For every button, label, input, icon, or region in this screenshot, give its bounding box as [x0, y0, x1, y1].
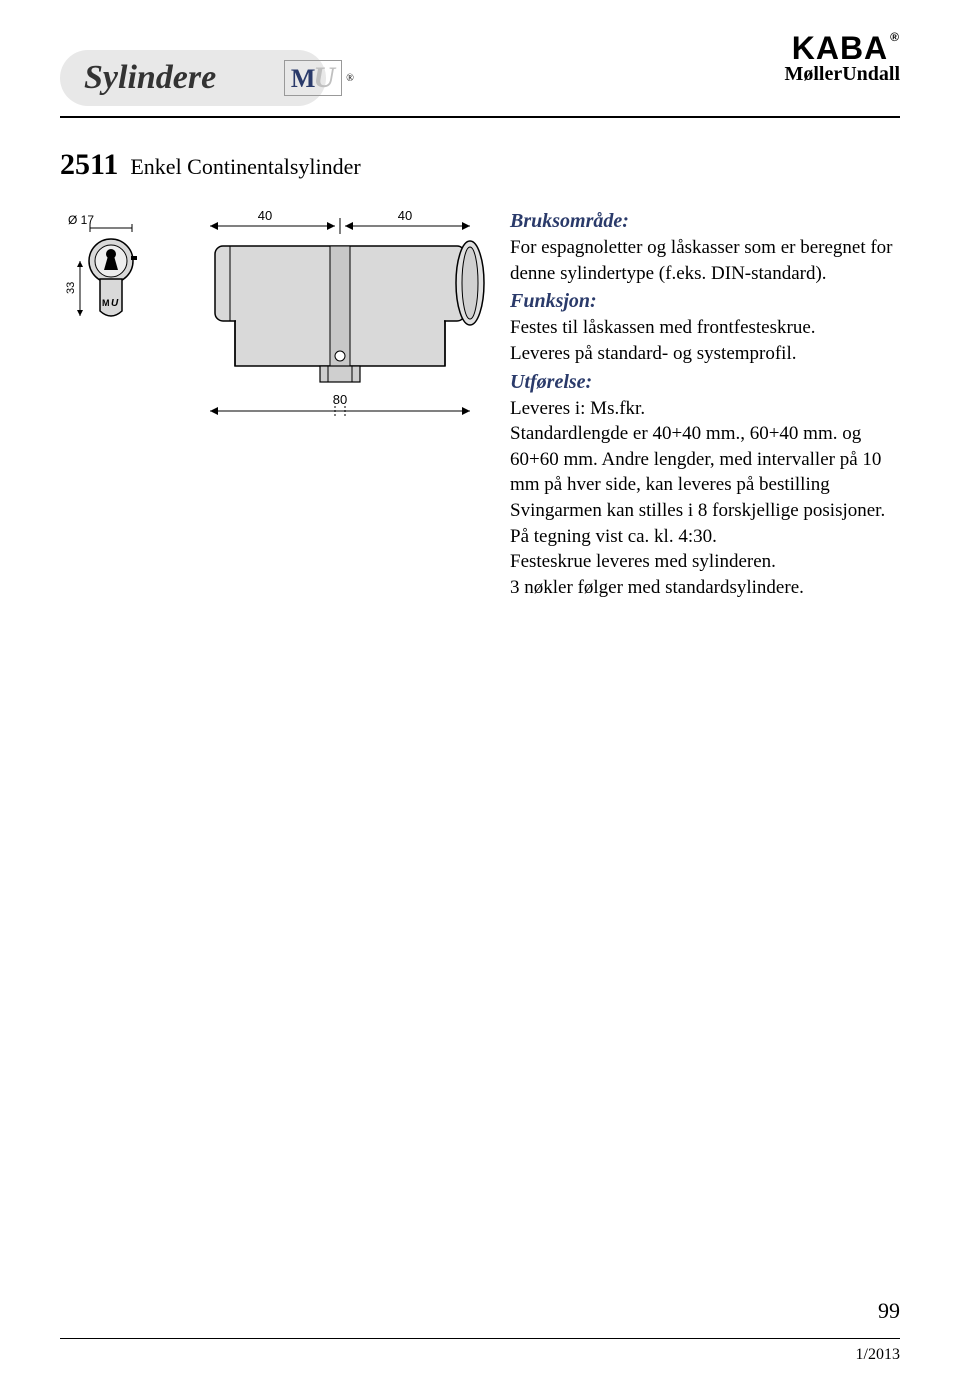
mu-logo-m: M: [291, 64, 316, 94]
page-number: 99: [878, 1298, 900, 1324]
svg-text:U: U: [111, 298, 119, 309]
dim-bottom: 80: [333, 392, 347, 407]
utforelse-line4: På tegning vist ca. kl. 4:30.: [510, 524, 900, 550]
svg-text:M: M: [102, 298, 110, 308]
funksjon-line2: Leveres på standard- og systemprofil.: [510, 341, 900, 367]
utforelse-heading: Utførelse:: [510, 369, 900, 396]
dim-top-left: 40: [258, 208, 272, 223]
header-divider: [60, 116, 900, 118]
mu-logo: MU: [284, 60, 342, 96]
brand-bottom: MøllerUndall: [784, 63, 900, 86]
content-row: Ø 17 M U 33: [60, 206, 900, 601]
mu-logo-u: U: [313, 61, 335, 95]
bruksomrade-heading: Bruksområde:: [510, 208, 900, 235]
profile-diagram: Ø 17 M U 33: [60, 206, 150, 406]
category-label: Sylindere: [84, 59, 216, 97]
height-label: 33: [65, 282, 77, 294]
bruksomrade-body: For espagnoletter og låskasser som er be…: [510, 235, 900, 286]
header-row: Sylindere ® MU KABA® MøllerUndall: [60, 30, 900, 106]
utforelse-line1: Leveres i: Ms.fkr.: [510, 396, 900, 422]
funksjon-heading: Funksjon:: [510, 288, 900, 315]
brand-logo: KABA® MøllerUndall: [784, 30, 900, 86]
left-header: Sylindere ® MU: [60, 50, 342, 106]
utforelse-line5: Festeskrue leveres med sylinderen.: [510, 549, 900, 575]
cylinder-diagram: 40 40: [180, 206, 500, 436]
brand-top: KABA®: [784, 30, 900, 67]
diagrams-column: Ø 17 M U 33: [60, 206, 500, 601]
dim-top-right: 40: [398, 208, 412, 223]
product-title: 2511 Enkel Continentalsylinder: [60, 148, 900, 182]
registered-mark: ®: [346, 73, 354, 84]
funksjon-line1: Festes til låskassen med frontfesteskrue…: [510, 315, 900, 341]
description-column: Bruksområde: For espagnoletter og låskas…: [510, 206, 900, 601]
footer-date: 1/2013: [856, 1346, 900, 1364]
product-name: Enkel Continentalsylinder: [130, 154, 360, 180]
utforelse-line2: Standardlengde er 40+40 mm., 60+40 mm. o…: [510, 421, 900, 498]
utforelse-line6: 3 nøkler følger med standardsylindere.: [510, 575, 900, 601]
utforelse-line3: Svingarmen kan stilles i 8 forskjellige …: [510, 498, 900, 524]
product-code: 2511: [60, 148, 118, 182]
footer-divider: [60, 1338, 900, 1339]
